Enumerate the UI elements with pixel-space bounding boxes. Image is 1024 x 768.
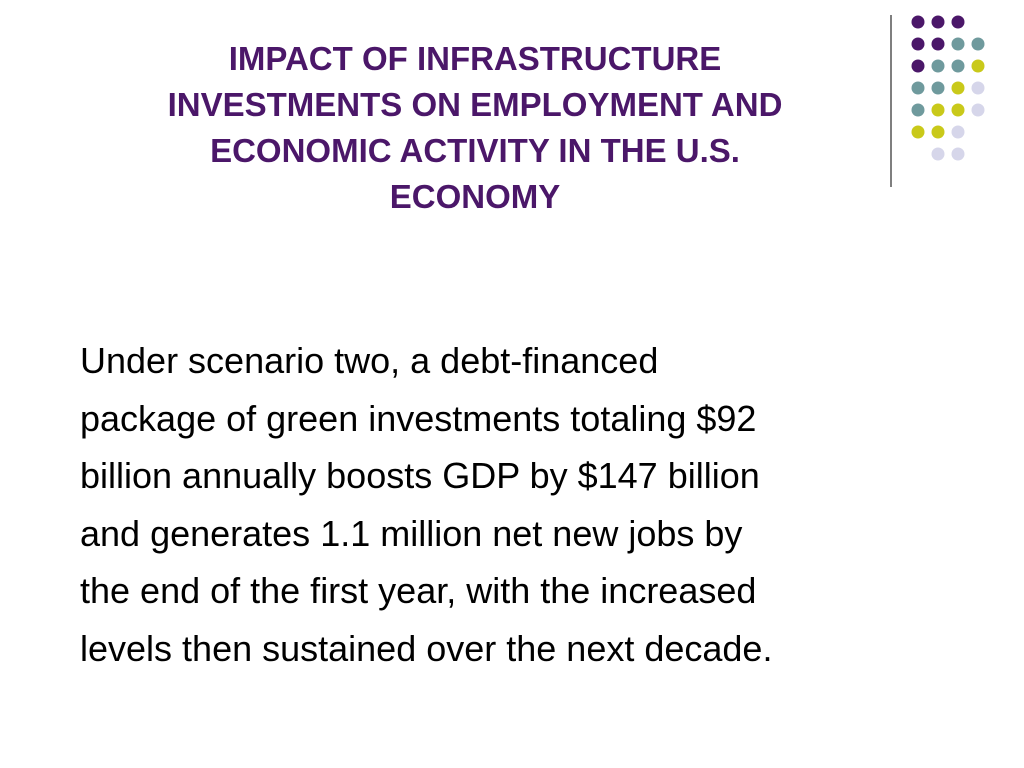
body-line: billion annually boosts GDP by $147 bill…: [80, 455, 760, 496]
dot: [931, 147, 945, 161]
dot: [931, 81, 945, 95]
dot: [951, 37, 965, 51]
dot: [971, 81, 985, 95]
body-line: the end of the first year, with the incr…: [80, 570, 757, 611]
dot: [951, 15, 965, 29]
dot: [951, 125, 965, 139]
dot: [911, 103, 925, 117]
decoration: [890, 15, 985, 187]
slide-title: IMPACT OF INFRASTRUCTURE INVESTMENTS ON E…: [60, 36, 890, 220]
dot: [931, 103, 945, 117]
body-line: and generates 1.1 million net new jobs b…: [80, 512, 743, 554]
dot: [971, 37, 985, 51]
body-line: package of green investments totaling $9…: [80, 397, 757, 439]
dot: [951, 147, 965, 161]
body-line: levels then sustained over the next deca…: [80, 627, 773, 669]
dot: [911, 81, 925, 95]
dot: [911, 125, 925, 139]
dot: [911, 37, 925, 51]
dot: [971, 103, 985, 117]
dot: [911, 59, 925, 73]
body-line: Under scenario two, a debt-financed: [80, 340, 659, 381]
dot: [911, 15, 925, 29]
slide-body: Under scenario two, a debt-financed packa…: [80, 332, 772, 677]
dot: [951, 103, 965, 117]
dot: [931, 125, 945, 139]
title-line: INVESTMENTS ON EMPLOYMENT AND: [167, 86, 783, 123]
title-line: ECONOMY: [389, 178, 561, 215]
dot-pattern: [911, 15, 985, 161]
dot: [931, 15, 945, 29]
dot: [931, 59, 945, 73]
dot: [951, 59, 965, 73]
dot: [951, 81, 965, 95]
dot: [971, 59, 985, 73]
title-line: ECONOMIC ACTIVITY IN THE U.S.: [210, 132, 740, 169]
title-line: IMPACT OF INFRASTRUCTURE: [228, 40, 722, 77]
dot: [931, 37, 945, 51]
